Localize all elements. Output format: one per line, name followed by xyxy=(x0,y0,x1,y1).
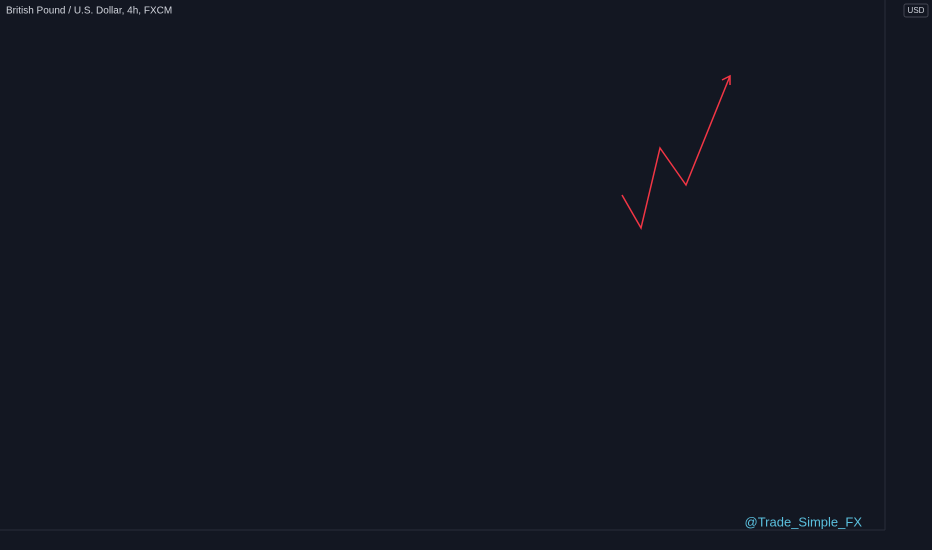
currency-badge xyxy=(903,3,929,18)
currency: USD xyxy=(908,6,925,15)
arrow-head xyxy=(721,74,731,85)
chart-title: British Pound / U.S. Dollar, 4h, FXCM xyxy=(6,6,172,17)
projection-path xyxy=(621,75,731,231)
watermark: @Trade_Simple_FX xyxy=(745,514,863,529)
